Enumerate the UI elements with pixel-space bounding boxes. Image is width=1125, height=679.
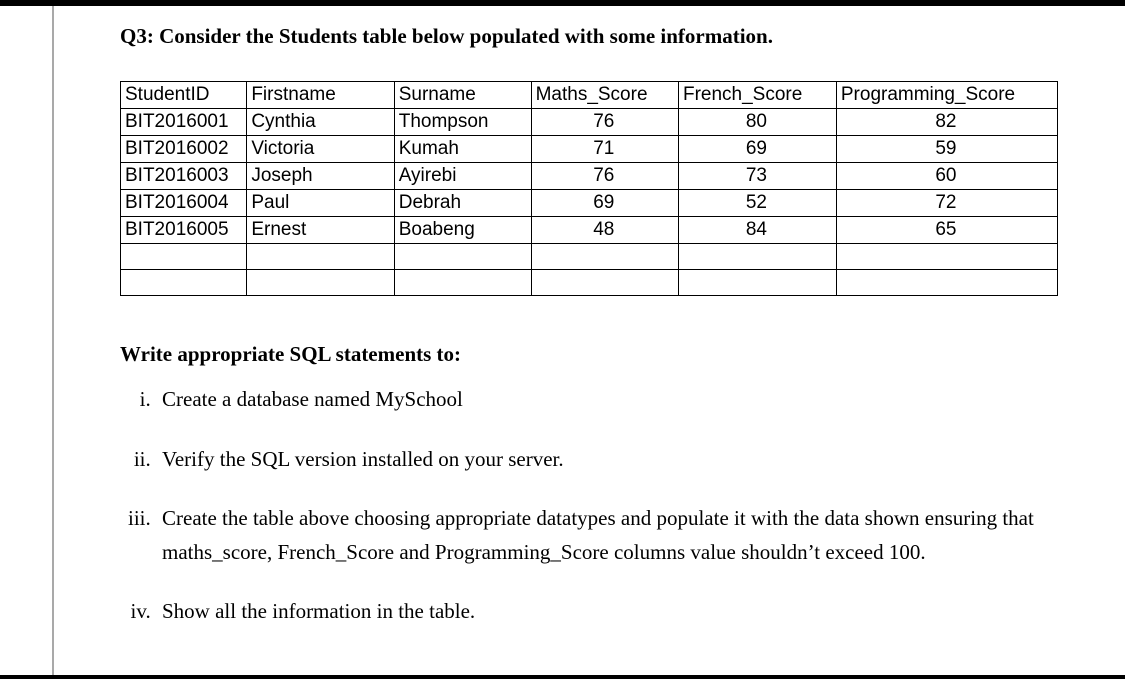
table-cell <box>247 244 394 270</box>
sql-subtitle: Write appropriate SQL statements to: <box>120 342 1065 367</box>
table-cell: Kumah <box>394 136 531 163</box>
task-item: Verify the SQL version installed on your… <box>156 443 1065 477</box>
table-cell <box>678 244 836 270</box>
table-header-row: StudentID Firstname Surname Maths_Score … <box>121 82 1058 109</box>
table-cell: 80 <box>678 109 836 136</box>
table-cell: 76 <box>531 163 678 190</box>
table-cell: Joseph <box>247 163 394 190</box>
content-area: Q3: Consider the Students table below po… <box>120 6 1065 675</box>
table-cell: BIT2016001 <box>121 109 247 136</box>
table-cell <box>678 270 836 296</box>
table-cell: 84 <box>678 217 836 244</box>
table-cell: 52 <box>678 190 836 217</box>
col-header-firstname: Firstname <box>247 82 394 109</box>
task-item: Create the table above choosing appropri… <box>156 502 1065 569</box>
table-cell <box>394 270 531 296</box>
table-cell: 59 <box>836 136 1057 163</box>
table-cell: 71 <box>531 136 678 163</box>
table-cell <box>531 270 678 296</box>
tasks-list: Create a database named MySchool Verify t… <box>126 383 1065 629</box>
table-cell: BIT2016002 <box>121 136 247 163</box>
table-cell: 69 <box>531 190 678 217</box>
col-header-maths: Maths_Score <box>531 82 678 109</box>
table-cell: 48 <box>531 217 678 244</box>
table-cell: Paul <box>247 190 394 217</box>
table-cell: BIT2016004 <box>121 190 247 217</box>
table-row: BIT2016004PaulDebrah695272 <box>121 190 1058 217</box>
table-cell: 69 <box>678 136 836 163</box>
col-header-studentid: StudentID <box>121 82 247 109</box>
table-cell: Debrah <box>394 190 531 217</box>
students-table-body: BIT2016001CynthiaThompson768082BIT201600… <box>121 109 1058 296</box>
table-cell: Victoria <box>247 136 394 163</box>
table-cell: Ernest <box>247 217 394 244</box>
left-margin-line <box>52 6 54 675</box>
table-cell: Boabeng <box>394 217 531 244</box>
table-cell: BIT2016003 <box>121 163 247 190</box>
col-header-programming: Programming_Score <box>836 82 1057 109</box>
table-row: BIT2016001CynthiaThompson768082 <box>121 109 1058 136</box>
table-row <box>121 244 1058 270</box>
table-cell <box>836 270 1057 296</box>
table-cell: 82 <box>836 109 1057 136</box>
table-cell <box>394 244 531 270</box>
table-cell <box>836 244 1057 270</box>
table-cell: Ayirebi <box>394 163 531 190</box>
question-title: Q3: Consider the Students table below po… <box>120 24 1065 49</box>
table-cell: 60 <box>836 163 1057 190</box>
table-cell: 72 <box>836 190 1057 217</box>
table-cell: 73 <box>678 163 836 190</box>
table-cell: Thompson <box>394 109 531 136</box>
table-cell <box>531 244 678 270</box>
students-table: StudentID Firstname Surname Maths_Score … <box>120 81 1058 296</box>
table-cell <box>121 244 247 270</box>
task-item: Show all the information in the table. <box>156 595 1065 629</box>
table-cell: 76 <box>531 109 678 136</box>
page: Q3: Consider the Students table below po… <box>0 0 1125 679</box>
table-row: BIT2016002VictoriaKumah716959 <box>121 136 1058 163</box>
scan-edge-bottom <box>0 675 1125 679</box>
col-header-surname: Surname <box>394 82 531 109</box>
table-row: BIT2016005ErnestBoabeng488465 <box>121 217 1058 244</box>
col-header-french: French_Score <box>678 82 836 109</box>
table-cell <box>121 270 247 296</box>
table-row: BIT2016003JosephAyirebi767360 <box>121 163 1058 190</box>
table-cell: Cynthia <box>247 109 394 136</box>
table-cell: BIT2016005 <box>121 217 247 244</box>
students-table-head: StudentID Firstname Surname Maths_Score … <box>121 82 1058 109</box>
task-item: Create a database named MySchool <box>156 383 1065 417</box>
table-cell: 65 <box>836 217 1057 244</box>
table-row <box>121 270 1058 296</box>
table-cell <box>247 270 394 296</box>
